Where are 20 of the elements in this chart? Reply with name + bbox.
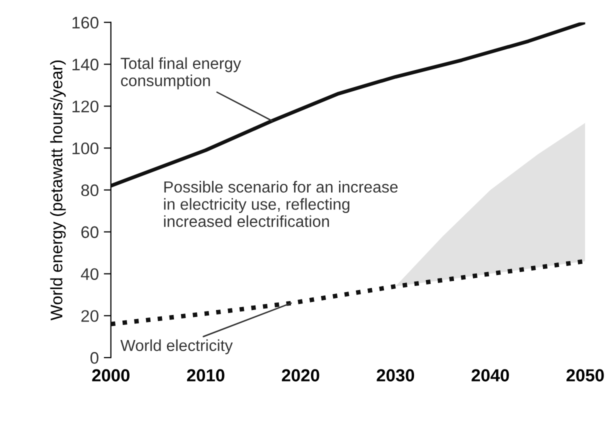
annotation: Total final energy consumption — [120, 57, 242, 90]
line-series — [110, 258, 586, 326]
annotation: World electricity — [120, 339, 233, 354]
x-tick-label: 2050 — [566, 369, 604, 382]
x-tick-label: 2040 — [472, 369, 509, 382]
x-tick-label: 2030 — [376, 369, 414, 382]
y-tick-label: 80 — [81, 184, 98, 196]
y-tick-label: 160 — [72, 16, 98, 29]
x-tick-label: 2000 — [92, 369, 130, 382]
y-tick-label: 120 — [72, 100, 98, 112]
y-tick-label: 60 — [81, 226, 98, 238]
y-axis-title: World energy (petawatt hours/year) — [50, 60, 66, 320]
y-tick-label: 40 — [80, 268, 98, 280]
y-tick-label: 0 — [90, 352, 98, 364]
y-tick-label: 100 — [72, 142, 98, 154]
y-tick-label: 20 — [81, 310, 98, 322]
x-tick-label: 2010 — [187, 369, 224, 382]
y-tick-label: 140 — [72, 58, 98, 70]
annotation: Possible scenario for an increase in electricity use, reflecting increased electrification — [164, 180, 398, 228]
x-tick-label: 2020 — [282, 369, 320, 382]
